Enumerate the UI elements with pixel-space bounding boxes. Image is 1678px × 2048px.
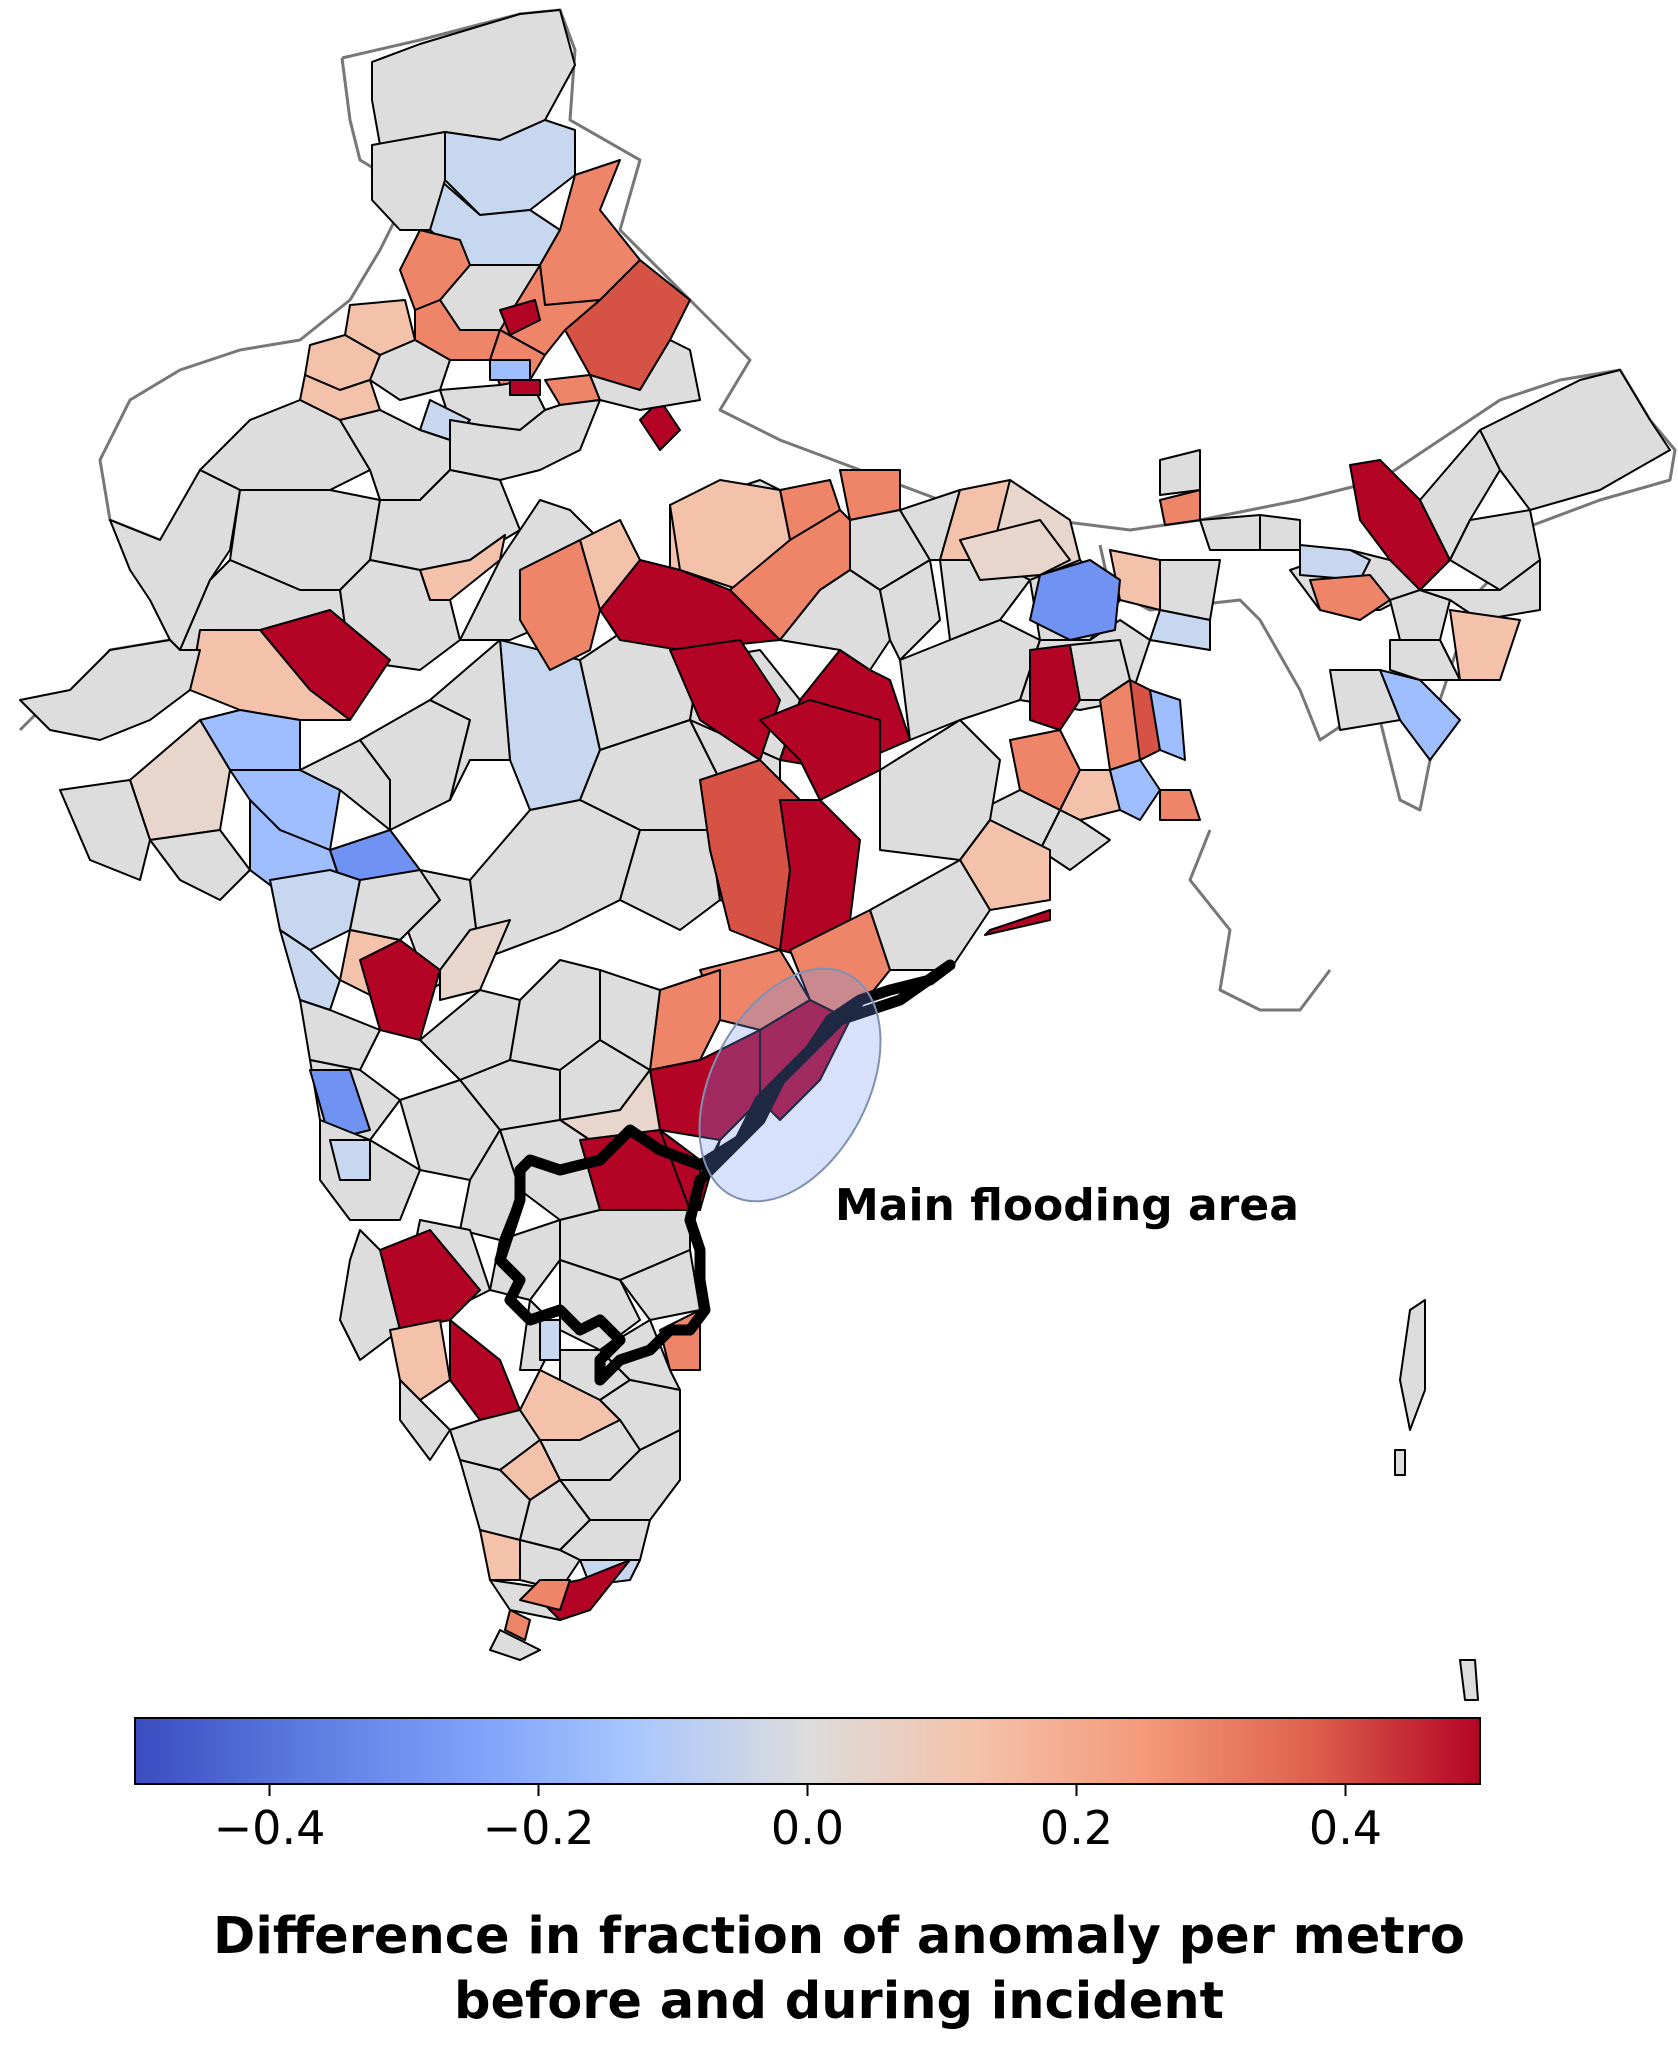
metro-region [429,639,511,801]
metro-region [1149,689,1186,761]
metro-region [1419,559,1541,621]
metro-region [399,1379,451,1461]
metro-region [1449,609,1521,681]
metro-region [1159,449,1201,496]
colorbar: −0.4 −0.2 0.0 0.2 0.4 Difference in fraction… [134,1717,1481,2031]
colorbar-title-line1: Difference in fraction of anomaly per me… [213,1907,1465,1966]
metro-region [879,559,941,661]
metro-region [489,359,531,381]
flood-area-highlight [698,967,882,1203]
colorbar-tick-label: −0.4 [214,1801,326,1855]
colorbar-tick-label: 0.4 [1309,1801,1382,1855]
metro-region [499,299,541,336]
flood-annotation-label: Main flooding area [835,1180,1299,1231]
metro-region [519,539,601,671]
metro-region [59,779,151,881]
metro-region [619,829,721,931]
colorbar-gradient [134,1717,1481,1785]
metro-region [1029,644,1081,731]
metro-region [1479,369,1671,511]
colorbar-ticks: −0.4 −0.2 0.0 0.2 0.4 [214,1784,1382,1855]
metro-region [414,299,501,361]
metro-region [1109,759,1161,821]
metro-region [984,909,1051,936]
metro-region [439,919,511,1001]
metro-region [489,1629,541,1661]
colorbar-tick-label: 0.0 [771,1801,844,1855]
flooded-state-outline [494,959,956,1386]
metro-region [1309,574,1391,621]
metro-region [509,379,541,396]
metro-region [329,1139,371,1181]
colorbar-title-line2: before and during incident [454,1972,1224,2031]
metro-region [389,1319,451,1401]
metro-region [1394,1449,1406,1476]
metro-region [1159,789,1201,821]
metro-region [349,869,441,941]
metro-region [359,939,441,1041]
metro-region [1389,589,1451,641]
metro-region [1029,559,1121,641]
metro-region [1389,639,1461,681]
metro-region [1349,459,1451,591]
metro-region [371,131,446,231]
metro-region [959,519,1071,581]
metro-region [189,629,351,721]
metro-region [279,929,341,1011]
metro-region [1199,514,1261,551]
metro-region [149,829,251,901]
metro-region [449,1319,521,1421]
metro-region [539,1319,561,1361]
metro-region [479,1529,521,1581]
metro-region [1459,1659,1479,1701]
metro-region [519,1579,571,1611]
metro-region [19,639,201,741]
metro-region [299,999,381,1071]
metro-region [599,969,661,1071]
metro-region [1259,514,1301,551]
colorbar-tick-label: −0.2 [483,1801,595,1855]
colorbar-tick-label: 0.2 [1040,1801,1113,1855]
metro-regions [19,9,1671,1701]
metro-region [1449,509,1541,591]
metro-region [504,1609,531,1641]
metro-region [1059,769,1121,821]
metro-region [1149,609,1211,651]
metro-region [339,1229,401,1361]
metro-region [1399,1299,1426,1431]
metro-region [1329,669,1401,731]
metro-region [589,339,701,411]
metro-region [1299,544,1371,581]
